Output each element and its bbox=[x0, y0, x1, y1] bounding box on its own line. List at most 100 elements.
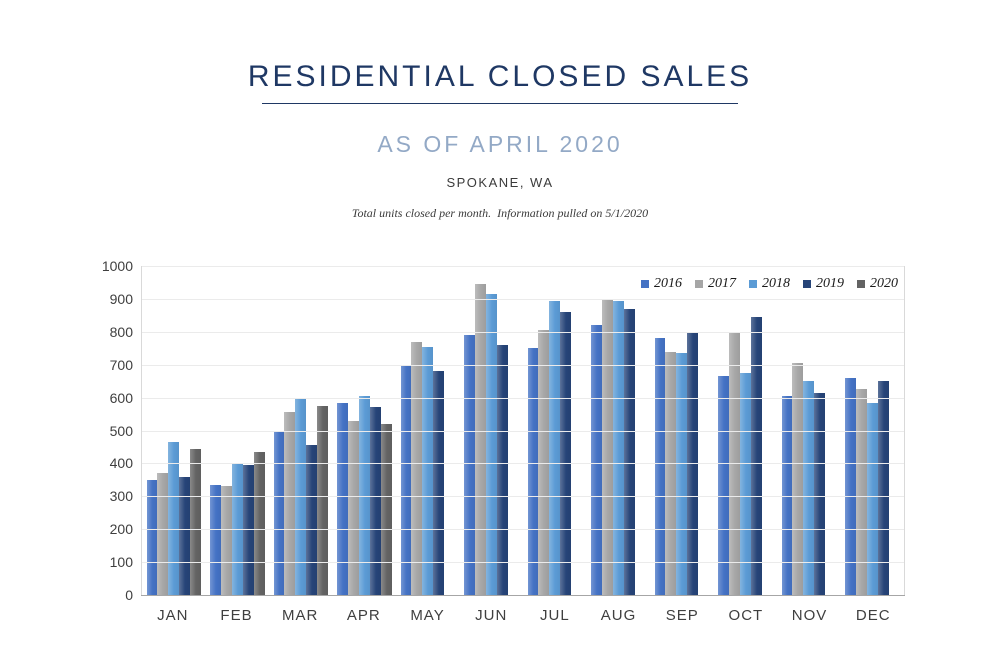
bar-2017-jun bbox=[474, 284, 486, 595]
bar-2018-aug bbox=[612, 300, 624, 595]
y-tick-1000: 1000 bbox=[101, 258, 133, 274]
bar-2020-mar bbox=[317, 405, 329, 595]
gridline-300 bbox=[142, 496, 904, 498]
bar-2016-aug bbox=[591, 325, 602, 595]
bar-2019-jan bbox=[179, 476, 191, 595]
bar-2017-mar bbox=[284, 412, 296, 595]
bar-2016-apr bbox=[337, 402, 348, 595]
legend-item-2019: 2019 bbox=[803, 276, 844, 292]
bar-2017-aug bbox=[601, 298, 613, 595]
y-tick-600: 600 bbox=[109, 389, 133, 406]
x-tick-dec: DEC bbox=[855, 607, 891, 624]
y-tick-0: 0 bbox=[125, 587, 133, 603]
x-tick-aug: AUG bbox=[600, 607, 637, 624]
x-tick-sep: SEP bbox=[665, 607, 699, 624]
bar-2016-mar bbox=[273, 432, 285, 595]
y-tick-700: 700 bbox=[109, 356, 133, 373]
bar-2017-sep bbox=[665, 351, 677, 595]
bar-group-apr bbox=[333, 266, 397, 595]
bar-2019-nov bbox=[814, 392, 826, 595]
bar-2020-jan bbox=[190, 448, 202, 595]
legend-label-2020: 2020 bbox=[870, 276, 898, 291]
bar-2018-sep bbox=[676, 353, 688, 595]
y-tick-200: 200 bbox=[109, 521, 133, 538]
legend-label-2018: 2018 bbox=[762, 276, 790, 291]
y-tick-800: 800 bbox=[109, 323, 133, 340]
legend-swatch-2020 bbox=[857, 280, 865, 288]
bar-2017-jul bbox=[538, 330, 550, 595]
y-tick-500: 500 bbox=[109, 422, 133, 439]
bar-2019-may bbox=[433, 371, 445, 595]
bar-2019-jul bbox=[560, 312, 572, 595]
bar-2017-may bbox=[411, 341, 423, 595]
bar-2020-apr bbox=[380, 423, 392, 595]
x-axis-line bbox=[141, 595, 905, 596]
legend-swatch-2019 bbox=[803, 280, 811, 288]
legend-label-2019: 2019 bbox=[816, 276, 844, 291]
chart-legend: 2016 2017 2018 2019 2020 bbox=[641, 276, 898, 292]
bar-group-may bbox=[396, 266, 460, 595]
x-axis-labels: JAN FEB MAR APR MAY JUN JUL AUG SEP OCT NOV DEC bbox=[141, 607, 905, 624]
x-tick-jan: JAN bbox=[157, 607, 189, 624]
bar-2018-may bbox=[422, 346, 434, 595]
bar-2017-dec bbox=[855, 389, 867, 595]
legend-item-2018: 2018 bbox=[749, 276, 790, 292]
bar-group-nov bbox=[777, 266, 841, 595]
chart-title: RESIDENTIAL CLOSED SALES bbox=[247, 60, 753, 93]
bar-2016-dec bbox=[845, 377, 856, 595]
gridline-200 bbox=[142, 529, 904, 531]
bar-2018-dec bbox=[866, 402, 878, 595]
footnote: Total units closed per month. Informatio… bbox=[351, 206, 649, 220]
bar-2016-jan bbox=[146, 479, 158, 595]
bar-group-aug bbox=[587, 266, 651, 595]
y-tick-300: 300 bbox=[109, 488, 133, 505]
bar-2016-may bbox=[400, 364, 412, 595]
bar-group-dec bbox=[841, 266, 905, 595]
report-header: RESIDENTIAL CLOSED SALES AS OF APRIL 202… bbox=[0, 0, 1000, 221]
bar-2019-aug bbox=[623, 308, 635, 595]
legend-swatch-2017 bbox=[695, 280, 703, 288]
gridline-100 bbox=[142, 562, 904, 564]
bar-2016-sep bbox=[654, 338, 666, 595]
x-tick-apr: APR bbox=[346, 607, 381, 624]
title-underline bbox=[262, 103, 738, 104]
bar-2017-nov bbox=[792, 363, 804, 595]
y-tick-100: 100 bbox=[109, 554, 133, 571]
legend-item-2017: 2017 bbox=[695, 276, 736, 292]
legend-item-2020: 2020 bbox=[857, 276, 898, 292]
gridline-700 bbox=[142, 364, 904, 366]
bar-2017-apr bbox=[347, 420, 359, 595]
gridline-600 bbox=[142, 397, 904, 399]
bar-2016-nov bbox=[781, 395, 793, 595]
gridline-800 bbox=[142, 331, 904, 333]
bar-2019-apr bbox=[369, 407, 381, 595]
bar-2018-apr bbox=[358, 395, 370, 595]
bar-2018-jul bbox=[549, 300, 561, 595]
bar-group-jun bbox=[460, 266, 524, 595]
x-tick-feb: FEB bbox=[220, 607, 253, 624]
bar-2018-jun bbox=[485, 293, 497, 595]
bar-2020-feb bbox=[253, 451, 265, 595]
gridline-1000 bbox=[142, 266, 904, 267]
x-tick-jun: JUN bbox=[475, 607, 508, 624]
gridline-400 bbox=[142, 463, 904, 465]
gridline-900 bbox=[142, 298, 904, 300]
y-axis-labels: 0 100 200 300 400 500 600 700 800 900 1000 bbox=[95, 258, 133, 603]
gridline-500 bbox=[142, 430, 904, 432]
legend-item-2016: 2016 bbox=[641, 276, 682, 292]
chart-subtitle: AS OF APRIL 2020 bbox=[377, 131, 623, 157]
bar-2018-oct bbox=[739, 372, 751, 595]
bar-2019-jun bbox=[496, 344, 508, 595]
bar-2019-oct bbox=[750, 317, 762, 595]
x-tick-may: MAY bbox=[410, 607, 445, 624]
bar-2018-jan bbox=[168, 442, 180, 595]
bar-2019-mar bbox=[306, 445, 318, 595]
legend-label-2016: 2016 bbox=[654, 276, 682, 291]
bar-2017-feb bbox=[220, 486, 232, 595]
legend-label-2017: 2017 bbox=[708, 276, 736, 291]
x-tick-jul: JUL bbox=[540, 607, 570, 624]
bar-2018-nov bbox=[803, 381, 815, 595]
bar-2019-dec bbox=[877, 381, 889, 595]
plot-area: 2016 2017 2018 2019 2020 bbox=[141, 266, 905, 596]
x-tick-oct: OCT bbox=[728, 607, 764, 624]
